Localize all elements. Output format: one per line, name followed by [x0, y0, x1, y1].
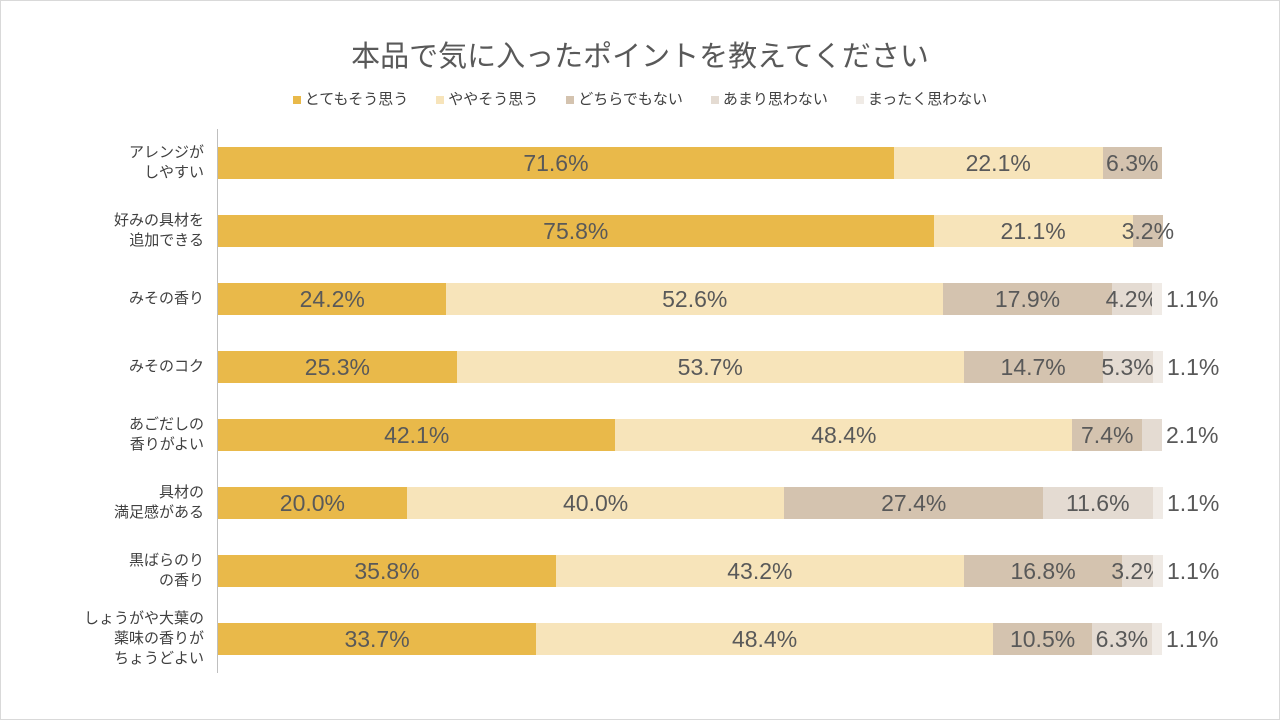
legend-item: まったく思わない	[855, 90, 988, 110]
bar-segment	[893, 147, 1103, 179]
bar-segment	[1151, 283, 1162, 315]
data-label: 22.1%	[965, 150, 1031, 176]
bar-segment	[446, 283, 943, 315]
bar-segment	[218, 419, 616, 451]
bar-segment	[1102, 147, 1162, 179]
data-label: 1.1%	[1166, 558, 1220, 584]
bar-segment	[1132, 215, 1163, 247]
legend-label: まったく思わない	[867, 91, 988, 108]
data-label: 14.7%	[1000, 354, 1066, 380]
data-label: 43.2%	[727, 558, 793, 584]
legend-item: ややそう思う	[436, 90, 538, 110]
category-label: 黒ばらのり の香り	[128, 552, 204, 589]
data-label: 48.4%	[811, 422, 877, 448]
data-label: 3.2%	[1121, 218, 1175, 244]
data-label: 40.0%	[562, 490, 629, 516]
bar-segment	[1072, 419, 1143, 451]
bar-segment	[933, 215, 1133, 247]
category-label: あごだしの 香りがよい	[128, 416, 204, 453]
bar-segment	[1092, 623, 1152, 655]
chart-title: 本品で気に入ったポイントを教えてください	[351, 41, 929, 73]
bar-segment	[1102, 351, 1153, 383]
bar-segment	[1151, 623, 1162, 655]
data-label: 52.6%	[662, 286, 728, 312]
legend-swatch	[292, 96, 301, 104]
legend-label: ややそう思う	[448, 91, 539, 108]
data-label: 20.0%	[279, 490, 345, 516]
bar-segment	[942, 283, 1112, 315]
bar-segment	[218, 555, 556, 587]
legend-swatch	[436, 96, 445, 104]
bar-segment	[615, 419, 1073, 451]
bar-segment	[963, 555, 1123, 587]
data-label: 42.1%	[384, 422, 450, 448]
data-label: 10.5%	[1009, 626, 1076, 652]
bar-segment	[784, 487, 1044, 519]
data-label: 5.3%	[1101, 354, 1154, 380]
data-label: 6.3%	[1106, 150, 1159, 176]
bar-segment	[555, 555, 964, 587]
bar-segment	[963, 351, 1103, 383]
legend-item: とてもそう思う	[292, 90, 409, 110]
data-label: 2.1%	[1166, 422, 1219, 448]
legend-label: あまり思わない	[722, 91, 828, 108]
data-label: 21.1%	[1000, 218, 1066, 244]
category-label: しょうがや大葉の 薬味の香りが ちょうどよい	[83, 610, 204, 667]
bar-segment	[1142, 419, 1162, 451]
bar-segment	[1043, 487, 1153, 519]
data-label: 1.1%	[1166, 626, 1219, 652]
legend-label: どちらでもない	[578, 91, 683, 108]
legend-swatch	[710, 96, 719, 104]
legend: とてもそう思う ややそう思う どちらでもない あまり思わない まったく思わない	[1, 90, 1279, 110]
data-label: 75.8%	[543, 218, 609, 244]
data-label: 27.4%	[881, 490, 947, 516]
bar-segment	[1152, 351, 1163, 383]
data-label: 24.2%	[299, 286, 365, 312]
bar-segment	[536, 623, 994, 655]
category-axis-line	[217, 129, 218, 673]
category-label: 具材の 満足感がある	[113, 484, 204, 521]
data-label: 17.9%	[994, 286, 1061, 312]
legend-swatch	[566, 96, 575, 104]
bar-segment	[218, 147, 894, 179]
category-label: みその香り	[128, 290, 204, 307]
legend-swatch	[855, 96, 864, 104]
data-label: 71.6%	[523, 150, 589, 176]
data-label: 25.3%	[304, 354, 371, 380]
bar-segment	[456, 351, 964, 383]
data-label: 1.1%	[1166, 354, 1220, 380]
bar-segment	[1152, 487, 1163, 519]
data-label: 33.7%	[344, 626, 410, 652]
bar-segment	[1111, 283, 1152, 315]
bar-segment	[406, 487, 785, 519]
data-label: 1.1%	[1166, 286, 1219, 312]
data-label: 6.3%	[1095, 626, 1149, 652]
bar-segment	[218, 215, 934, 247]
data-label: 48.4%	[731, 626, 798, 652]
category-label: みそのコク	[128, 358, 204, 375]
bar-segment	[218, 351, 457, 383]
data-label: 1.1%	[1166, 490, 1220, 516]
legend-item: あまり思わない	[710, 90, 828, 110]
bar-segment	[218, 623, 537, 655]
bar-segment	[218, 283, 447, 315]
data-label: 11.6%	[1066, 490, 1130, 516]
legend-item: どちらでもない	[566, 90, 683, 110]
bar-segment	[1122, 555, 1153, 587]
data-label: 7.4%	[1081, 422, 1134, 448]
category-label: 好みの具材を 追加できる	[113, 212, 204, 249]
bar-segment	[1152, 555, 1163, 587]
data-label: 16.8%	[1010, 558, 1076, 584]
bar-segment	[218, 487, 407, 519]
bar-segment	[993, 623, 1093, 655]
data-label: 35.8%	[354, 558, 420, 584]
data-label: 53.7%	[677, 354, 743, 380]
legend-label: とてもそう思う	[304, 91, 409, 108]
data-label: 4.2%	[1105, 286, 1158, 312]
category-label: アレンジが しやすい	[128, 144, 204, 181]
